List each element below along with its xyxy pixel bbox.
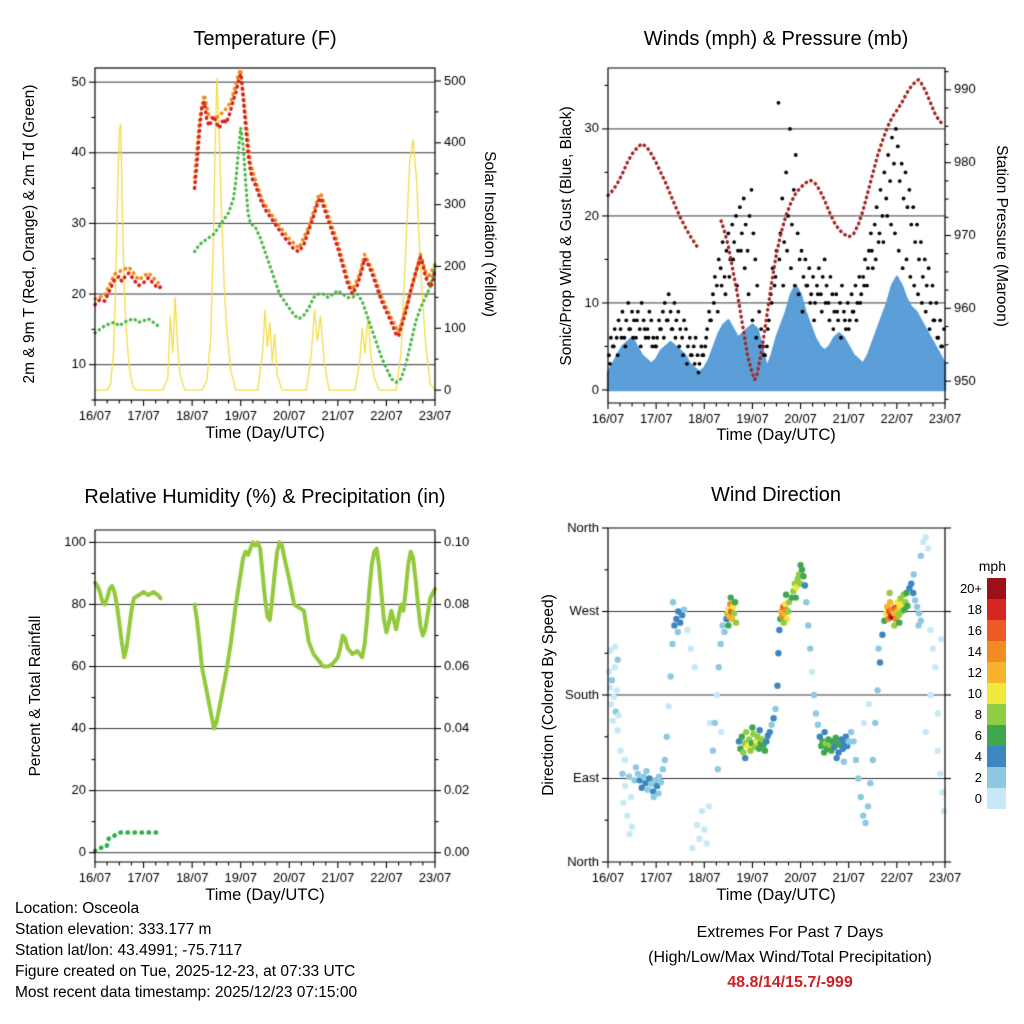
legend-swatch — [987, 620, 1006, 641]
legend-swatch — [987, 788, 1006, 809]
latlon-line: Station lat/lon: 43.4991; -75.7117 — [15, 942, 243, 959]
legend-swatch — [987, 578, 1006, 599]
legend-swatch — [987, 662, 1006, 683]
pressure-y-axis-label: Station Pressure (Maroon) — [993, 145, 1010, 327]
legend-row: 6 — [950, 725, 1008, 746]
legend-swatch — [987, 599, 1006, 620]
legend-swatch — [987, 704, 1006, 725]
legend-row: 20+ — [950, 578, 1008, 599]
legend-row: 10 — [950, 683, 1008, 704]
legend-row: 2 — [950, 767, 1008, 788]
legend-label: 14 — [967, 644, 982, 659]
legend-swatch — [987, 725, 1006, 746]
solar-y-axis-label: Solar Insolation (Yellow) — [481, 151, 498, 317]
speed-legend: mph 20+ 18 16 14 12 10 8 6 4 2 0 — [950, 558, 1008, 809]
created-line: Figure created on Tue, 2025-12-23, at 07… — [15, 963, 356, 980]
legend-label: 4 — [974, 749, 982, 764]
legend-row: 8 — [950, 704, 1008, 725]
temperature-y-axis-label: 2m & 9m T (Red, Orange) & 2m Td (Green) — [21, 84, 38, 384]
wind-direction-chart-title: Wind Direction — [710, 484, 842, 506]
timestamp-line: Most recent data timestamp: 2025/12/23 0… — [15, 984, 358, 1001]
extremes-info: Extremes For Past 7 Days (High/Low/Max W… — [570, 920, 1010, 995]
wind-direction-x-axis-label: Time (Day/UTC) — [716, 886, 836, 904]
legend-swatch — [987, 683, 1006, 704]
legend-label: 2 — [974, 770, 982, 785]
rh-precip-chart-title: Relative Humidity (%) & Precipitation (i… — [84, 486, 446, 508]
wind-gust-y-axis-label: Sonic/Prop Wind & Gust (Blue, Black) — [558, 106, 575, 366]
winds-pressure-chart-title: Winds (mph) & Pressure (mb) — [643, 28, 909, 50]
legend-swatch — [987, 767, 1006, 788]
temperature-x-axis-label: Time (Day/UTC) — [205, 424, 325, 442]
legend-row: 14 — [950, 641, 1008, 662]
legend-row: 18 — [950, 599, 1008, 620]
speed-legend-title: mph — [978, 558, 1006, 574]
legend-label: 10 — [967, 686, 982, 701]
location-line: Location: Osceola — [15, 900, 140, 917]
legend-row: 12 — [950, 662, 1008, 683]
legend-label: 18 — [967, 602, 982, 617]
legend-label: 6 — [974, 728, 982, 743]
direction-y-axis-label: Direction (Colored By Speed) — [540, 594, 557, 796]
legend-row: 4 — [950, 746, 1008, 767]
legend-label: 12 — [967, 665, 982, 680]
legend-label: 0 — [974, 791, 982, 806]
legend-label: 8 — [974, 707, 982, 722]
legend-row: 16 — [950, 620, 1008, 641]
elevation-line: Station elevation: 333.177 m — [15, 921, 212, 938]
legend-label: 16 — [967, 623, 982, 638]
rh-y-axis-label: Percent & Total Rainfall — [27, 615, 44, 777]
legend-label: 20+ — [959, 581, 982, 596]
extremes-title: Extremes For Past 7 Days — [696, 924, 884, 941]
legend-row: 0 — [950, 788, 1008, 809]
extremes-values: 48.8/14/15.7/-999 — [727, 974, 853, 991]
legend-swatch — [987, 746, 1006, 767]
winds-x-axis-label: Time (Day/UTC) — [716, 426, 836, 444]
speed-legend-rows: 20+ 18 16 14 12 10 8 6 4 2 0 — [950, 578, 1008, 809]
temperature-chart-title: Temperature (F) — [193, 28, 337, 50]
station-info: Location: Osceola Station elevation: 333… — [15, 898, 357, 1003]
rh-x-axis-label: Time (Day/UTC) — [205, 886, 325, 904]
extremes-subtitle: (High/Low/Max Wind/Total Precipitation) — [648, 949, 932, 966]
legend-swatch — [987, 641, 1006, 662]
